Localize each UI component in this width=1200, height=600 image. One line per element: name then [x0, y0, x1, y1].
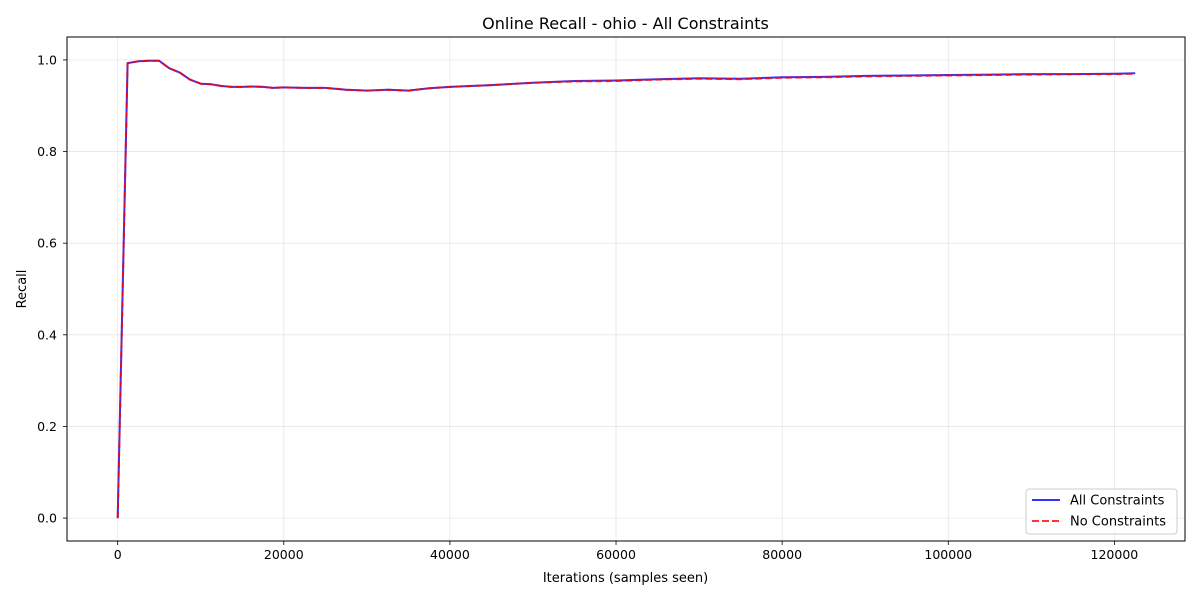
grid-lines: [67, 37, 1185, 541]
plot-area-frame: [66, 36, 1186, 542]
y-tick-label: 0.2: [37, 419, 57, 434]
y-axis-title: Recall: [15, 270, 30, 309]
x-tick-label: 60000: [596, 547, 636, 562]
y-tick-label: 0.8: [37, 144, 57, 159]
series-line-no-constraints: [116, 59, 1136, 519]
legend-label: No Constraints: [1070, 515, 1166, 530]
y-tick-label: 1.0: [37, 52, 57, 67]
legend-label: All Constraints: [1070, 494, 1165, 509]
legend: All Constraints No Constraints: [1025, 488, 1178, 535]
axis-ticks: 0 20000 40000 60000 80000 100000 120000 0.0 0.2 0…: [37, 52, 1138, 562]
x-tick-label: 80000: [762, 547, 802, 562]
y-tick-label: 0.6: [37, 236, 57, 251]
x-tick-label: 40000: [430, 547, 470, 562]
x-axis-title: Iterations (samples seen): [543, 571, 708, 586]
chart-title: Online Recall - ohio - All Constraints: [482, 14, 769, 33]
x-tick-label: 0: [114, 547, 122, 562]
y-tick-label: 0.4: [37, 327, 57, 342]
x-tick-label: 20000: [264, 547, 304, 562]
legend-box: [1025, 488, 1178, 535]
x-tick-label: 100000: [924, 547, 972, 562]
series-lines: [116, 59, 1136, 519]
y-tick-label: 0.0: [37, 511, 57, 526]
x-tick-label: 120000: [1091, 547, 1139, 562]
